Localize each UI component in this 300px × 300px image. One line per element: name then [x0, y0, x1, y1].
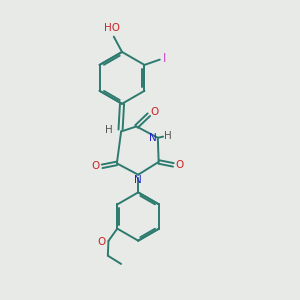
Text: H: H	[164, 131, 172, 141]
Text: O: O	[176, 160, 184, 170]
Text: I: I	[163, 52, 167, 64]
Text: O: O	[150, 107, 158, 117]
Text: O: O	[92, 161, 100, 171]
Text: O: O	[98, 237, 106, 247]
Text: HO: HO	[104, 23, 120, 33]
Text: N: N	[134, 175, 142, 185]
Text: N: N	[149, 133, 157, 143]
Text: H: H	[105, 125, 112, 135]
